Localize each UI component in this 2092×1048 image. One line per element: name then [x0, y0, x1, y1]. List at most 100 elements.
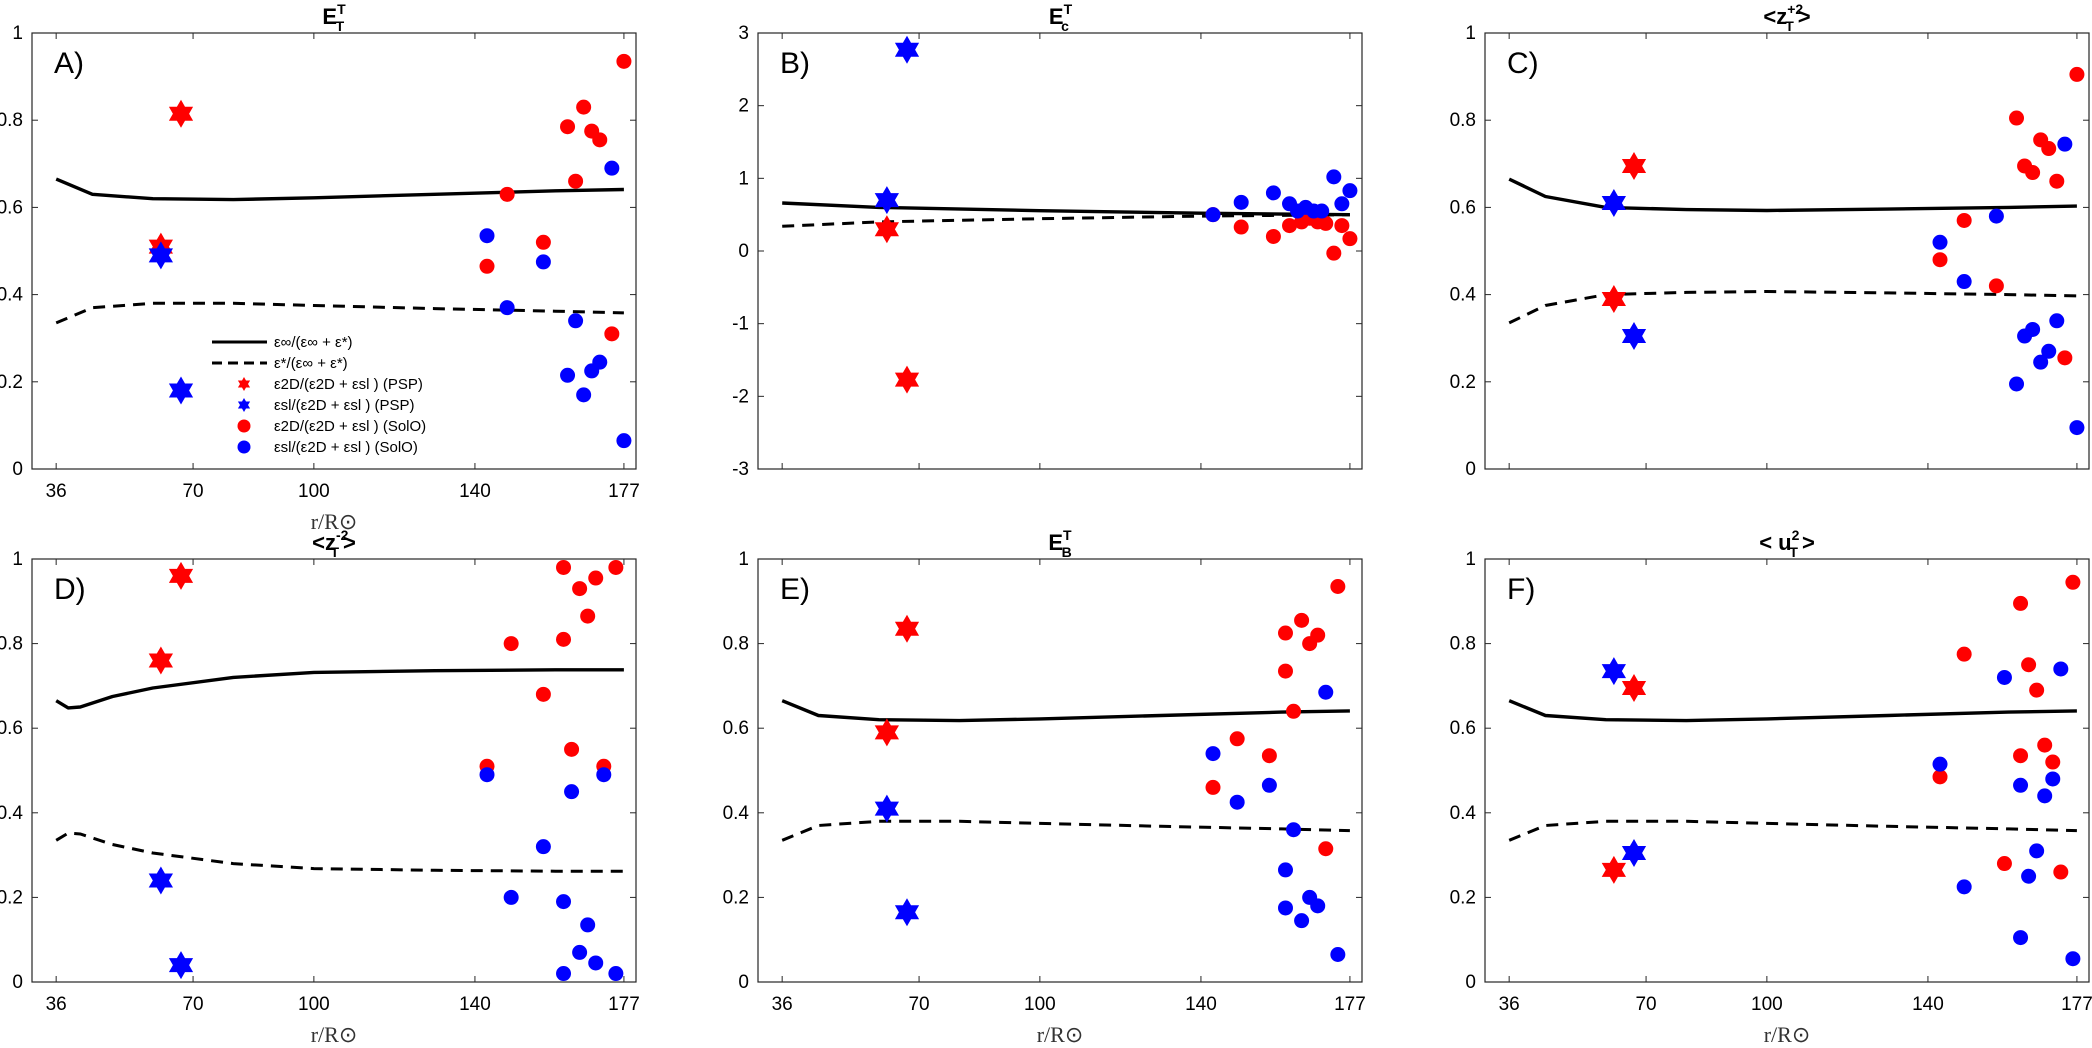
point-solo-red	[1996, 856, 2012, 872]
y-tick-label: 1	[12, 23, 23, 44]
point-solo-red	[1932, 252, 1948, 268]
y-tick-label: 1	[1465, 549, 1476, 570]
x-tick-label: 100	[298, 994, 330, 1015]
point-solo-blue	[1310, 898, 1326, 914]
point-solo-blue	[1318, 684, 1334, 700]
point-psp-red	[1601, 285, 1626, 313]
panel-title: ET T	[322, 1, 346, 34]
point-psp-blue	[874, 794, 899, 823]
point-solo-blue	[568, 313, 584, 329]
point-solo-red	[503, 636, 519, 652]
x-axis-label: r/R⊙	[1037, 1022, 1084, 1047]
axes-box	[31, 558, 637, 983]
point-solo-blue	[1205, 207, 1221, 223]
panel-e: 0 0.2 0.4 0.6 0.8 1 36 70 100 140 177 r/R⊙ ET B E)	[723, 527, 1366, 1047]
point-psp-blue	[1621, 322, 1647, 350]
legend-dot-marker	[237, 419, 251, 433]
legend-label: ε*/(ε∞ + ε*)	[274, 355, 348, 372]
point-solo-blue	[1932, 756, 1948, 772]
point-solo-red	[576, 99, 592, 115]
point-psp-red	[168, 99, 194, 128]
point-solo-blue	[2069, 420, 2085, 436]
legend-label: ε2D/(ε2D + εsl ) (PSP)	[274, 376, 423, 393]
point-psp-red	[874, 215, 899, 244]
x-tick-label: 177	[2061, 994, 2092, 1015]
series-line-dashed	[781, 819, 1350, 842]
legend-item: ε2D/(ε2D + εsl ) (PSP)	[237, 376, 423, 393]
point-solo-blue	[2013, 777, 2029, 793]
y-tick-label: 0.4	[1450, 285, 1477, 306]
panel-c: 0 0.2 0.4 0.6 0.8 1 <z+2 T > C)	[1450, 1, 2090, 480]
point-solo-blue	[616, 433, 632, 449]
point-solo-red	[616, 53, 632, 69]
x-tick-label: 36	[1499, 994, 1520, 1015]
point-solo-red	[2049, 173, 2065, 189]
panel-b: -3 -2 -1 0 1 2 3 ET c B)	[732, 1, 1363, 480]
point-solo-red	[604, 326, 620, 342]
point-solo-red	[2053, 864, 2069, 880]
point-solo-red	[2025, 165, 2041, 181]
y-tick-label: -2	[732, 386, 749, 407]
y-tick-label: 0	[12, 972, 23, 993]
panel-f: 0 0.2 0.4 0.6 0.8 1 36 70 100 140 177 r/R⊙ < u2 T > F)	[1450, 527, 2092, 1047]
point-solo-red	[1318, 841, 1334, 857]
y-tick-label: 0.6	[1450, 197, 1476, 218]
point-solo-red	[608, 559, 624, 575]
point-solo-blue	[535, 839, 551, 855]
point-solo-red	[580, 608, 596, 624]
x-tick-label: 177	[608, 481, 640, 502]
y-tick-label: 0.2	[0, 887, 23, 908]
panel-label: D)	[54, 573, 86, 606]
y-tick-label: 0	[738, 972, 749, 993]
y-tick-label: 3	[738, 23, 749, 44]
x-tick-label: 100	[1751, 994, 1783, 1015]
point-solo-blue	[1229, 794, 1245, 810]
point-solo-red	[2013, 595, 2029, 611]
point-solo-blue	[2025, 321, 2041, 337]
point-solo-blue	[1326, 169, 1342, 185]
y-tick-label: 0.4	[0, 803, 23, 824]
point-solo-blue	[1314, 203, 1330, 219]
y-tick-label: 0.2	[1450, 372, 1476, 393]
legend-label: εsl/(ε2D + εsl ) (SolO)	[274, 439, 418, 456]
point-solo-red	[2009, 110, 2025, 126]
point-solo-blue	[1261, 777, 1277, 793]
point-psp-red	[1621, 674, 1647, 702]
series-line-dashed	[1508, 819, 2077, 842]
point-solo-red	[499, 186, 515, 202]
point-solo-red	[2065, 574, 2081, 590]
legend-item: εsl/(ε2D + εsl ) (PSP)	[237, 397, 415, 414]
y-tick-label: 1	[1465, 23, 1476, 44]
point-solo-blue	[1956, 274, 1972, 290]
point-psp-red	[894, 365, 920, 394]
point-solo-red	[1205, 779, 1221, 795]
axes-box	[31, 32, 637, 470]
point-psp-blue	[894, 898, 920, 927]
point-solo-red	[2013, 748, 2029, 764]
point-psp-red	[1601, 855, 1626, 884]
x-tick-label: 100	[1024, 994, 1056, 1015]
legend-item: ε*/(ε∞ + ε*)	[212, 355, 348, 372]
series-line-dashed	[1508, 289, 2077, 325]
y-tick-label: 0.2	[723, 887, 749, 908]
point-psp-red	[148, 646, 173, 675]
point-solo-blue	[592, 354, 608, 370]
point-solo-blue	[576, 387, 592, 403]
y-tick-label: -3	[732, 459, 749, 480]
panel-d: 0 0.2 0.4 0.6 0.8 1 36 70 100 140 177 r/R⊙ <z-2 T > D)	[0, 527, 640, 1047]
x-tick-label: 177	[608, 994, 640, 1015]
point-solo-blue	[1956, 879, 1972, 895]
y-tick-label: 0.6	[0, 718, 23, 739]
panel-a: 0 0.2 0.4 0.6 0.8 1 36 70 100 140 177 r/R⊙ ET T A)	[0, 1, 640, 534]
point-solo-blue	[572, 944, 588, 960]
point-psp-blue	[1621, 839, 1647, 867]
point-solo-blue	[1342, 183, 1358, 199]
point-solo-blue	[608, 966, 624, 982]
point-solo-red	[588, 570, 604, 586]
x-tick-label: 70	[908, 994, 929, 1015]
point-solo-red	[1326, 245, 1342, 261]
point-solo-red	[564, 741, 580, 757]
point-solo-red	[535, 234, 551, 250]
x-tick-label: 36	[46, 994, 67, 1015]
x-tick-label: 36	[772, 994, 793, 1015]
